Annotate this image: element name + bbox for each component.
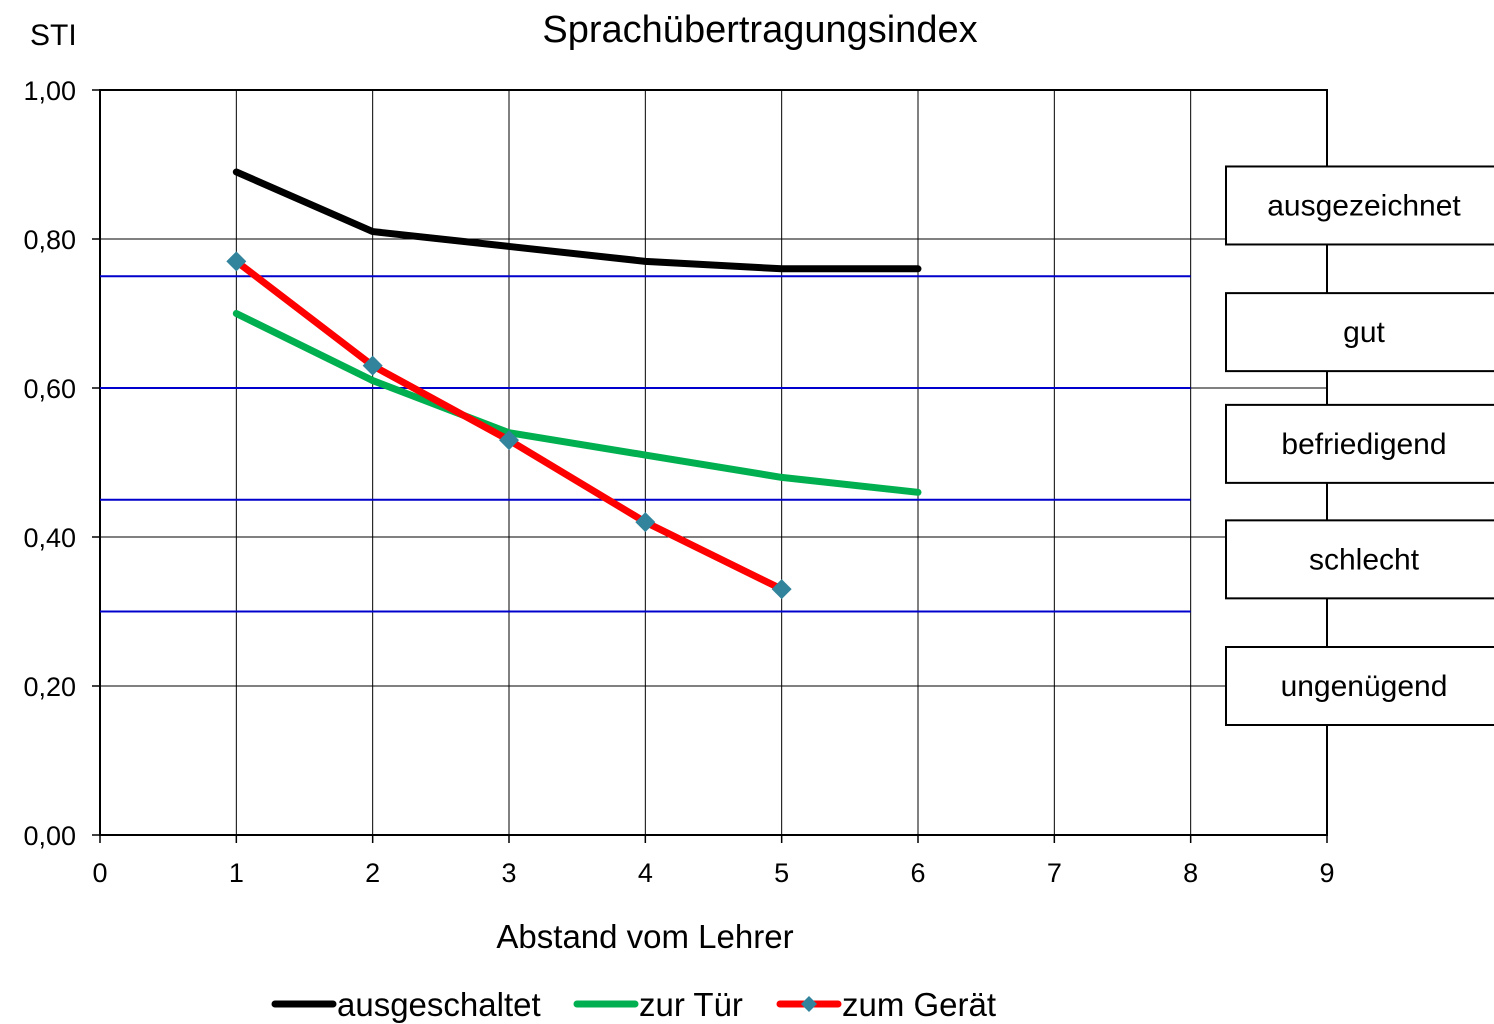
- y-tick-label: 0,20: [23, 672, 76, 702]
- series: [232, 168, 922, 273]
- rating-band-label: ausgezeichnet: [1267, 189, 1461, 222]
- rating-band: schlecht: [1225, 519, 1494, 600]
- legend-item: ausgeschaltet: [271, 986, 541, 1023]
- x-tick-label: 3: [501, 858, 516, 888]
- rating-band: befriedigend: [1225, 403, 1494, 484]
- x-tick-label: 0: [92, 858, 107, 888]
- legend: ausgeschaltet zur Tür zum Gerät: [271, 986, 996, 1023]
- y-tick-label: 1,00: [23, 76, 76, 106]
- rating-band-label: befriedigend: [1281, 428, 1446, 461]
- rating-band-box: [1225, 519, 1494, 600]
- data-point: [635, 512, 656, 533]
- y-tick-label: 0,40: [23, 523, 76, 553]
- legend-item: zum Gerät: [776, 986, 996, 1023]
- rating-band-box: [1225, 646, 1494, 726]
- rating-band: ungenügend: [1225, 646, 1494, 726]
- x-tick-label: 8: [1183, 858, 1198, 888]
- data-point: [771, 579, 792, 600]
- rating-band-box: [1225, 292, 1494, 373]
- legend-label: zum Gerät: [842, 986, 996, 1023]
- x-tick-label: 4: [638, 858, 653, 888]
- x-tick-label: 5: [774, 858, 789, 888]
- rating-band: gut: [1225, 292, 1494, 373]
- x-axis-label: Abstand vom Lehrer: [496, 918, 793, 955]
- rating-band: ausgezeichnet: [1225, 165, 1494, 246]
- x-tick-label: 1: [229, 858, 244, 888]
- x-tick-label: 2: [365, 858, 380, 888]
- x-tick-label: 7: [1047, 858, 1062, 888]
- tick-labels: 0 1 2 3 4 5 6 7 8 9 0,00 0,20 0,40 0,60 0,80 1,00: [23, 76, 1334, 888]
- legend-label: ausgeschaltet: [337, 986, 541, 1023]
- series: [226, 251, 792, 600]
- reference-lines: [100, 275, 1191, 613]
- series-line: [232, 168, 922, 273]
- y-tick-label: 0,60: [23, 374, 76, 404]
- series-line: [232, 310, 922, 496]
- legend-label: zur Tür: [639, 986, 743, 1023]
- x-tick-label: 9: [1319, 858, 1334, 888]
- legend-item: zur Tür: [573, 986, 743, 1023]
- data-point: [226, 251, 247, 272]
- rating-band-label: gut: [1343, 316, 1385, 349]
- series: [232, 310, 922, 496]
- x-tick-label: 6: [910, 858, 925, 888]
- y-axis-label: STI: [30, 19, 77, 52]
- legend-marker: [801, 996, 817, 1012]
- rating-band-label: ungenügend: [1281, 670, 1448, 703]
- y-tick-label: 0,80: [23, 225, 76, 255]
- rating-band-box: [1225, 403, 1494, 484]
- data-point: [499, 430, 519, 451]
- rating-band-box: [1225, 165, 1494, 246]
- data-point: [362, 355, 383, 376]
- y-tick-label: 0,00: [23, 821, 76, 851]
- rating-bands: ausgezeichnet gut befriedigend schlecht unge…: [1225, 165, 1494, 726]
- chart-title: Sprachübertragungsindex: [542, 9, 977, 51]
- series-layer: [226, 168, 922, 600]
- rating-band-label: schlecht: [1309, 543, 1420, 576]
- plot-frame: [99, 89, 1328, 836]
